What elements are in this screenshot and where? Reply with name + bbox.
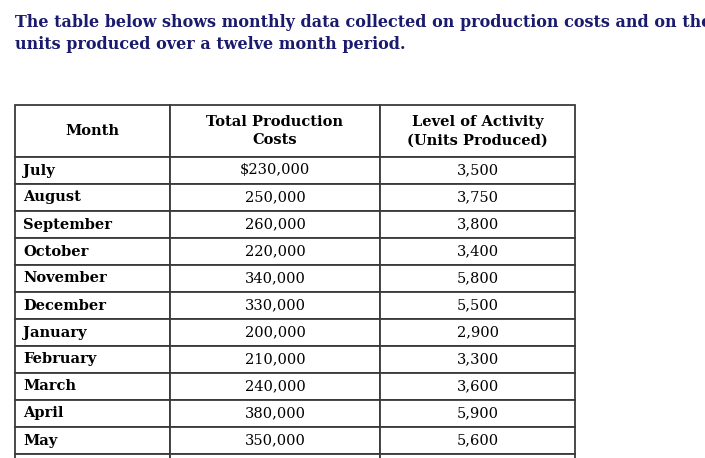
Bar: [170, 346, 380, 373]
Bar: [380, 105, 575, 157]
Bar: [170, 319, 380, 346]
Text: Level of Activity
(Units Produced): Level of Activity (Units Produced): [407, 115, 548, 147]
Bar: [15, 211, 170, 238]
Text: 260,000: 260,000: [245, 218, 305, 231]
Bar: [380, 400, 575, 427]
Bar: [380, 427, 575, 454]
Text: 250,000: 250,000: [245, 191, 305, 205]
Bar: [380, 157, 575, 184]
Text: 340,000: 340,000: [245, 272, 305, 285]
Bar: [380, 292, 575, 319]
Bar: [15, 373, 170, 400]
Text: 380,000: 380,000: [245, 407, 305, 420]
Text: December: December: [23, 299, 106, 312]
Bar: [380, 454, 575, 458]
Text: February: February: [23, 353, 97, 366]
Text: July: July: [23, 164, 55, 178]
Text: March: March: [23, 380, 76, 393]
Text: Month: Month: [66, 124, 120, 138]
Text: 350,000: 350,000: [245, 434, 305, 447]
Bar: [15, 427, 170, 454]
Bar: [170, 400, 380, 427]
Bar: [15, 292, 170, 319]
Bar: [170, 292, 380, 319]
Text: January: January: [23, 326, 87, 339]
Text: The table below shows monthly data collected on production costs and on the numb: The table below shows monthly data colle…: [15, 14, 705, 31]
Bar: [15, 265, 170, 292]
Bar: [170, 238, 380, 265]
Bar: [170, 105, 380, 157]
Text: $230,000: $230,000: [240, 164, 310, 178]
Bar: [380, 346, 575, 373]
Bar: [380, 319, 575, 346]
Text: 3,400: 3,400: [456, 245, 498, 258]
Bar: [170, 157, 380, 184]
Text: 2,900: 2,900: [457, 326, 498, 339]
Bar: [380, 211, 575, 238]
Text: 3,750: 3,750: [457, 191, 498, 205]
Text: 3,500: 3,500: [456, 164, 498, 178]
Text: units produced over a twelve month period.: units produced over a twelve month perio…: [15, 36, 405, 53]
Text: September: September: [23, 218, 112, 231]
Bar: [170, 184, 380, 211]
Bar: [15, 238, 170, 265]
Bar: [170, 265, 380, 292]
Bar: [15, 346, 170, 373]
Bar: [170, 454, 380, 458]
Text: 200,000: 200,000: [245, 326, 305, 339]
Text: May: May: [23, 434, 57, 447]
Bar: [380, 265, 575, 292]
Text: 5,800: 5,800: [456, 272, 498, 285]
Text: 210,000: 210,000: [245, 353, 305, 366]
Text: April: April: [23, 407, 63, 420]
Text: October: October: [23, 245, 88, 258]
Bar: [15, 105, 170, 157]
Bar: [15, 157, 170, 184]
Text: 3,800: 3,800: [456, 218, 498, 231]
Bar: [380, 238, 575, 265]
Text: 5,600: 5,600: [456, 434, 498, 447]
Text: 5,500: 5,500: [457, 299, 498, 312]
Text: 3,300: 3,300: [456, 353, 498, 366]
Bar: [170, 427, 380, 454]
Text: November: November: [23, 272, 106, 285]
Bar: [170, 373, 380, 400]
Text: 3,600: 3,600: [456, 380, 498, 393]
Bar: [15, 400, 170, 427]
Bar: [15, 184, 170, 211]
Text: Total Production
Costs: Total Production Costs: [207, 115, 343, 147]
Bar: [380, 184, 575, 211]
Text: 240,000: 240,000: [245, 380, 305, 393]
Bar: [170, 211, 380, 238]
Text: 220,000: 220,000: [245, 245, 305, 258]
Bar: [380, 373, 575, 400]
Bar: [15, 319, 170, 346]
Text: August: August: [23, 191, 81, 205]
Text: 330,000: 330,000: [245, 299, 305, 312]
Text: 5,900: 5,900: [457, 407, 498, 420]
Bar: [15, 454, 170, 458]
